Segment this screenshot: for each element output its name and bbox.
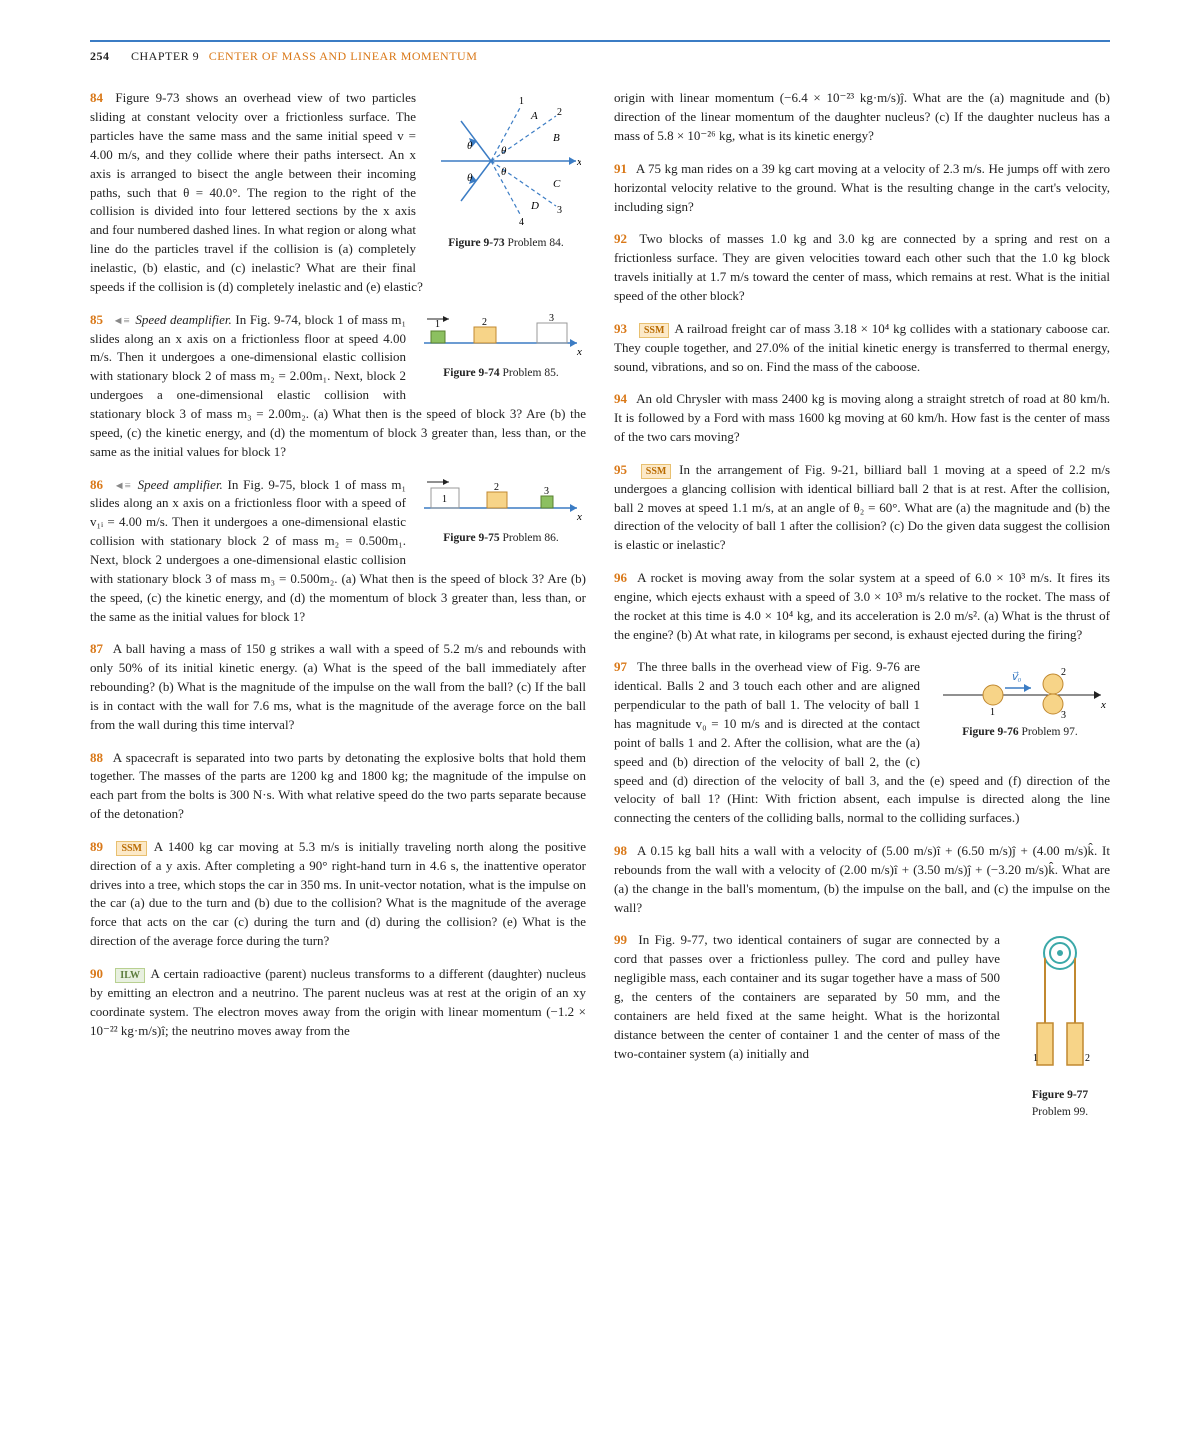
- ssm-badge: SSM: [116, 841, 147, 856]
- problem-body: A 75 kg man rides on a 39 kg cart moving…: [614, 161, 1110, 214]
- svg-text:θ: θ: [467, 140, 473, 152]
- problem-number: 84: [90, 90, 103, 105]
- difficulty-icon: ◄≡: [114, 480, 131, 492]
- problem-95: 95 SSM In the arrangement of Fig. 9-21, …: [614, 461, 1110, 555]
- problem-93: 93 SSM A railroad freight car of mass 3.…: [614, 320, 1110, 377]
- problem-number: 86: [90, 477, 103, 492]
- svg-text:3: 3: [544, 486, 549, 497]
- svg-text:3: 3: [1061, 710, 1066, 720]
- svg-text:2: 2: [557, 107, 562, 118]
- problem-90: 90 ILW A certain radioactive (parent) nu…: [90, 965, 586, 1040]
- problem-number: 87: [90, 641, 103, 656]
- problem-title: Speed deamplifier.: [135, 312, 231, 327]
- figure-9-73-caption: Figure 9-73 Problem 84.: [426, 235, 586, 252]
- figure-9-77-caption: Figure 9-77Problem 99.: [1010, 1087, 1110, 1120]
- problem-number: 96: [614, 570, 627, 585]
- svg-text:A: A: [530, 110, 538, 122]
- content-columns: x θ θ θ θ 1 2 3 4 A B C: [90, 89, 1110, 1136]
- problem-92: 92 Two blocks of masses 1.0 kg and 3.0 k…: [614, 230, 1110, 305]
- problem-body: Figure 9-73 shows an overhead view of tw…: [90, 90, 423, 293]
- problem-88: 88 A spacecraft is separated into two pa…: [90, 749, 586, 824]
- svg-text:v⃗₀: v⃗₀: [1011, 671, 1022, 683]
- problem-body: A 0.15 kg ball hits a wall with a veloci…: [614, 843, 1110, 915]
- left-column: x θ θ θ θ 1 2 3 4 A B C: [90, 89, 586, 1136]
- problem-87: 87 A ball having a mass of 150 g strikes…: [90, 640, 586, 734]
- problem-title: Speed amplifier.: [138, 477, 223, 492]
- right-column: origin with linear momentum (−6.4 × 10⁻²…: [614, 89, 1110, 1136]
- svg-text:1: 1: [442, 494, 447, 505]
- page-header: 254 CHAPTER 9 CENTER OF MASS AND LINEAR …: [90, 40, 1110, 65]
- ssm-badge: SSM: [639, 323, 670, 338]
- difficulty-icon: ◄≡: [113, 315, 130, 327]
- svg-text:2: 2: [482, 317, 487, 328]
- figure-9-77: 1 2 Figure 9-77Problem 99.: [1010, 933, 1110, 1130]
- problem-number: 91: [614, 161, 627, 176]
- svg-text:θ: θ: [501, 145, 507, 157]
- problem-body: A certain radioactive (parent) nucleus t…: [90, 966, 586, 1038]
- svg-text:x: x: [576, 156, 581, 168]
- svg-text:2: 2: [1085, 1053, 1090, 1064]
- problem-number: 89: [90, 839, 103, 854]
- svg-text:x: x: [576, 511, 582, 523]
- svg-text:1: 1: [519, 96, 524, 107]
- svg-text:2: 2: [1061, 667, 1066, 678]
- figure-9-76-caption: Figure 9-76 Problem 97.: [930, 724, 1110, 741]
- figure-9-76: x 1 2 3 v⃗₀ Figure 9-76 Problem 97.: [930, 660, 1110, 751]
- problem-96: 96 A rocket is moving away from the sola…: [614, 569, 1110, 644]
- problem-body: A spacecraft is separated into two parts…: [90, 750, 586, 822]
- svg-text:3: 3: [549, 313, 554, 324]
- problem-number: 99: [614, 932, 627, 947]
- problem-number: 93: [614, 321, 627, 336]
- svg-text:x: x: [1100, 699, 1106, 711]
- figure-9-74-caption: Figure 9-74 Problem 85.: [416, 365, 586, 382]
- problem-body: origin with linear momentum (−6.4 × 10⁻²…: [614, 90, 1110, 143]
- problem-body: A railroad freight car of mass 3.18 × 10…: [614, 321, 1110, 374]
- figure-9-74: x 1 2 3 Figure 9-74 Problem 85.: [416, 313, 586, 392]
- figure-9-75: x 1 2 3 Figure 9-75 Problem 86.: [416, 478, 586, 557]
- svg-text:1: 1: [435, 319, 440, 330]
- svg-text:1: 1: [1033, 1053, 1038, 1064]
- svg-text:4: 4: [519, 217, 524, 228]
- svg-text:D: D: [530, 200, 539, 212]
- problem-number: 90: [90, 966, 103, 981]
- problem-number: 88: [90, 750, 103, 765]
- problem-body: A 1400 kg car moving at 5.3 m/s is initi…: [90, 839, 586, 948]
- chapter-label: CHAPTER 9: [131, 49, 199, 63]
- problem-98: 98 A 0.15 kg ball hits a wall with a vel…: [614, 842, 1110, 917]
- problem-body: In Fig. 9-77, two identical containers o…: [614, 932, 1000, 1060]
- svg-text:θ: θ: [467, 172, 473, 184]
- problem-body: A ball having a mass of 150 g strikes a …: [90, 641, 586, 731]
- svg-text:3: 3: [557, 205, 562, 216]
- svg-text:x: x: [576, 346, 582, 358]
- problem-number: 97: [614, 659, 627, 674]
- svg-text:1: 1: [990, 707, 995, 718]
- problem-number: 85: [90, 312, 103, 327]
- problem-number: 92: [614, 231, 627, 246]
- problem-body: A rocket is moving away from the solar s…: [614, 570, 1110, 642]
- problem-90-cont: origin with linear momentum (−6.4 × 10⁻²…: [614, 89, 1110, 146]
- problem-91: 91 A 75 kg man rides on a 39 kg cart mov…: [614, 160, 1110, 217]
- page-number: 254: [90, 49, 110, 63]
- svg-text:2: 2: [494, 482, 499, 493]
- svg-text:B: B: [553, 132, 560, 144]
- problem-94: 94 An old Chrysler with mass 2400 kg is …: [614, 390, 1110, 447]
- chapter-title: CENTER OF MASS AND LINEAR MOMENTUM: [209, 49, 478, 63]
- problem-body: Two blocks of masses 1.0 kg and 3.0 kg a…: [614, 231, 1110, 303]
- problem-body: An old Chrysler with mass 2400 kg is mov…: [614, 391, 1110, 444]
- problem-number: 95: [614, 462, 627, 477]
- svg-text:C: C: [553, 178, 561, 190]
- figure-9-73: x θ θ θ θ 1 2 3 4 A B C: [426, 91, 586, 262]
- figure-9-75-caption: Figure 9-75 Problem 86.: [416, 530, 586, 547]
- problem-number: 94: [614, 391, 627, 406]
- problem-89: 89 SSM A 1400 kg car moving at 5.3 m/s i…: [90, 838, 586, 951]
- problem-body: In the arrangement of Fig. 9-21, billiar…: [614, 462, 1110, 552]
- svg-text:θ: θ: [501, 166, 507, 178]
- ssm-badge: SSM: [641, 464, 672, 479]
- problem-number: 98: [614, 843, 627, 858]
- ilw-badge: ILW: [115, 968, 145, 983]
